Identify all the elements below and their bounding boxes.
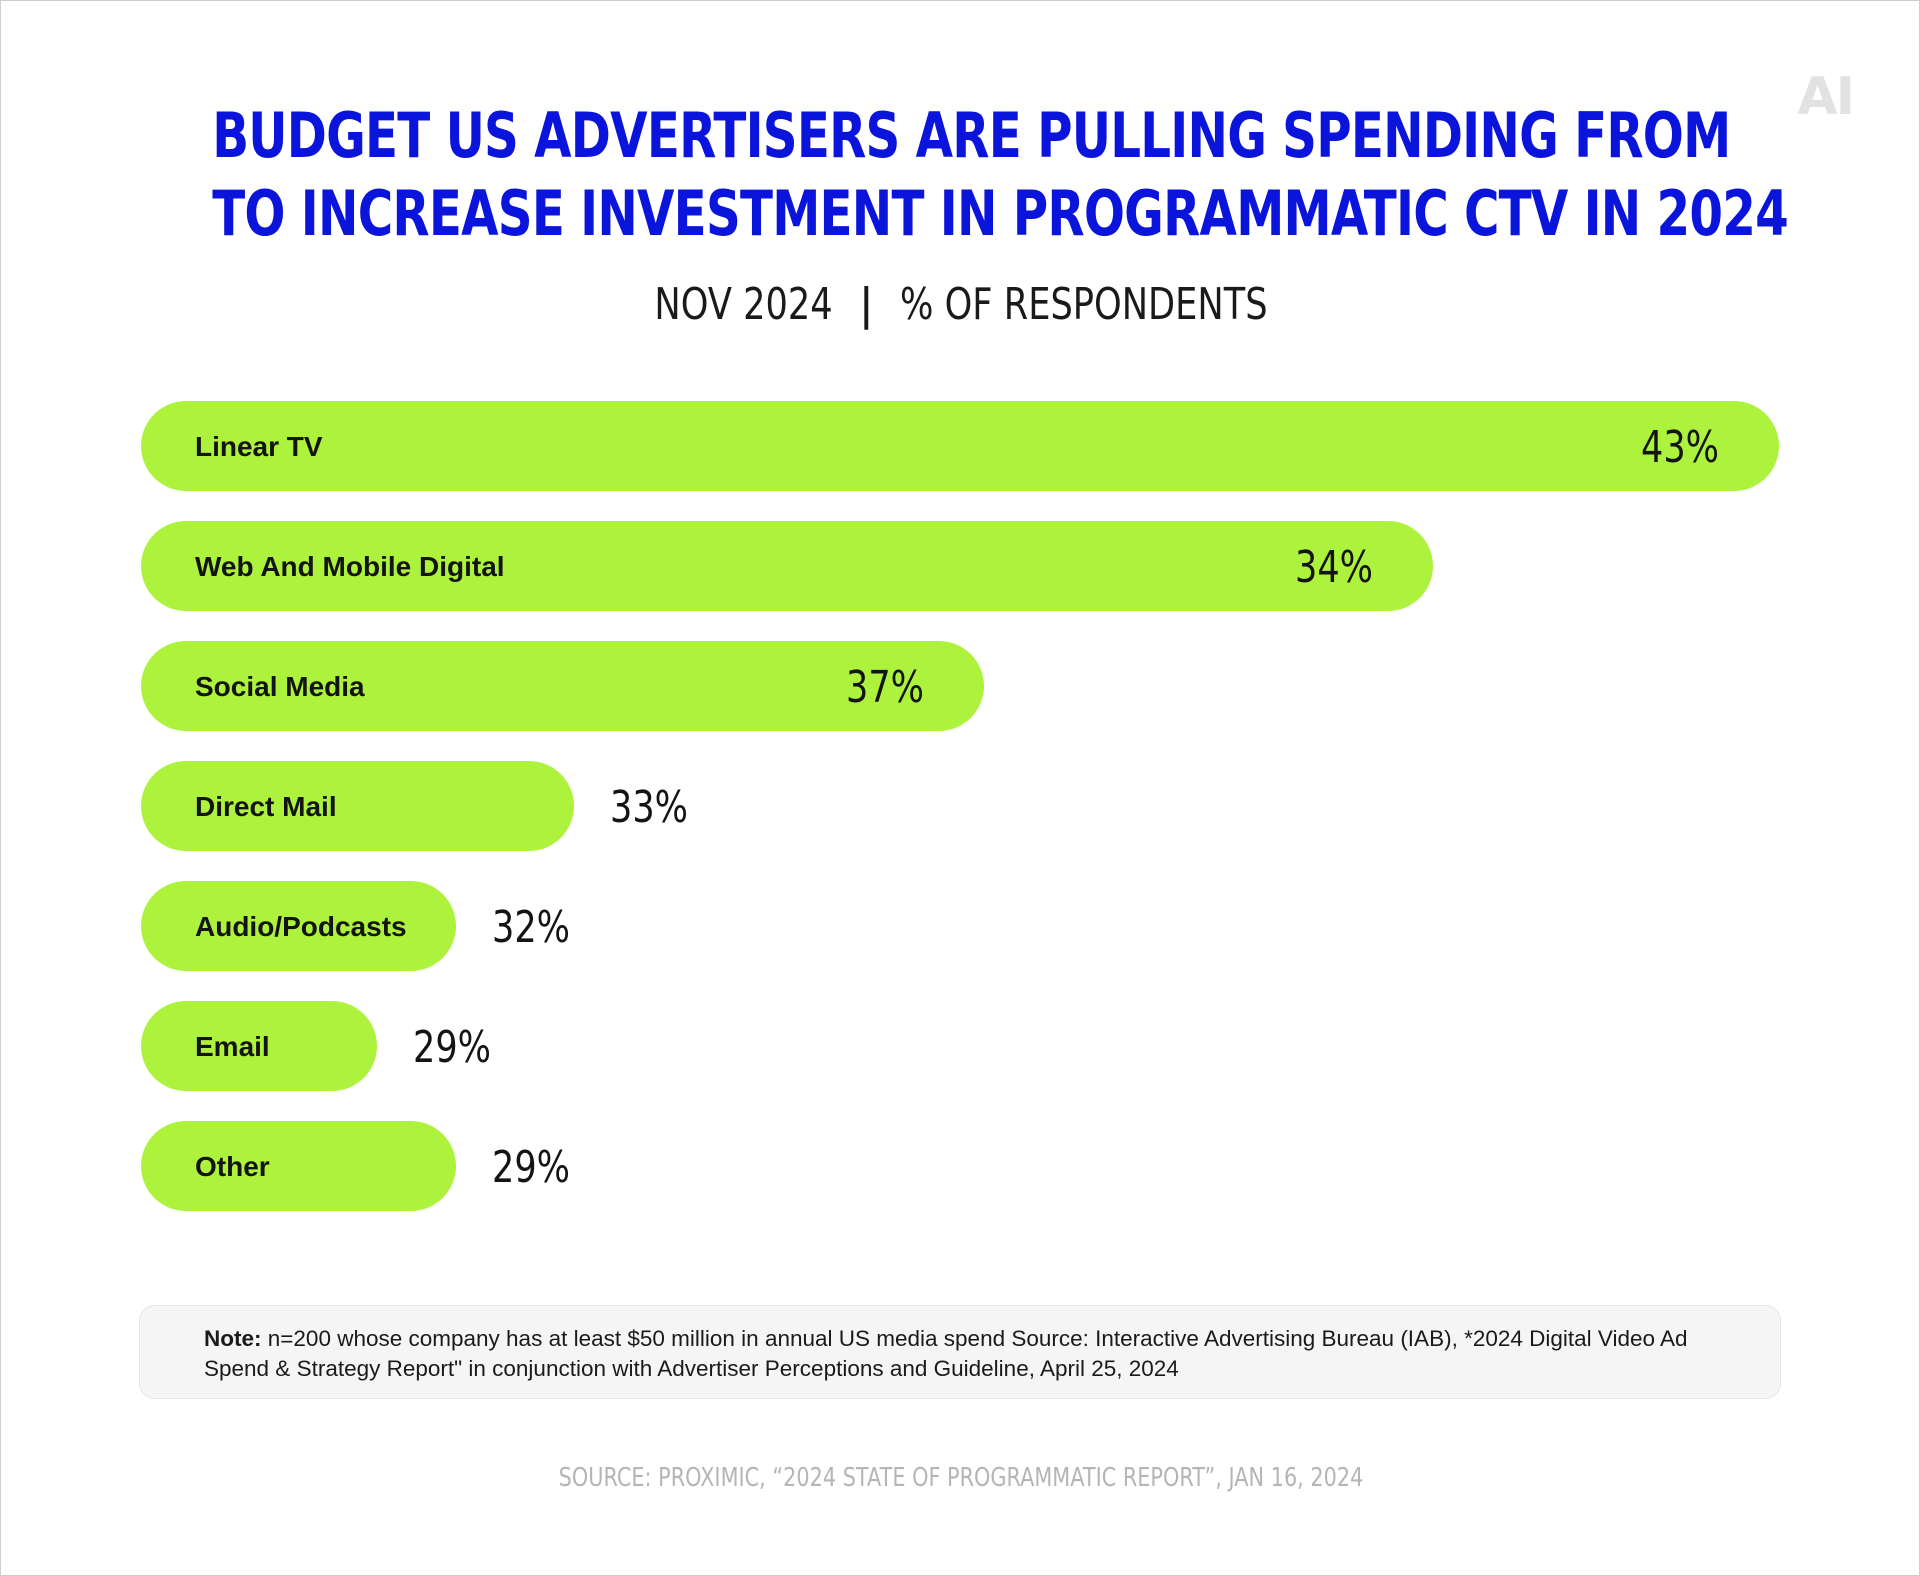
bar-value-label: 43% [1641, 422, 1719, 473]
bar [141, 1001, 377, 1091]
bar-category-label: Web And Mobile Digital [195, 551, 505, 582]
bar-group: Web And Mobile Digital 34% [141, 521, 1433, 611]
bar-value-label: 34% [1295, 542, 1373, 593]
bar-value-label: 37% [846, 662, 924, 713]
bar-value-label: 33% [610, 782, 688, 833]
bar-category-label: Email [195, 1031, 270, 1062]
bar-value-label: 29% [492, 1142, 570, 1193]
bar-category-label: Social Media [195, 671, 365, 702]
bar [141, 761, 574, 851]
bar-category-label: Linear TV [195, 431, 323, 462]
bar-category-label: Audio/Podcasts [195, 911, 407, 942]
bar-category-label: Direct Mail [195, 791, 337, 822]
subtitle-date: NOV 2024 [654, 279, 833, 330]
note-box: Note: n=200 whose company has at least $… [139, 1305, 1781, 1399]
bar [141, 641, 984, 731]
note-label: Note: [204, 1326, 262, 1351]
chart-title-line-2: TO INCREASE INVESTMENT IN PROGRAMMATIC C… [212, 177, 1789, 250]
bar-group: Audio/Podcasts 32% [141, 881, 570, 971]
note-text: n=200 whose company has at least $50 mil… [204, 1326, 1688, 1381]
bar [141, 401, 1779, 491]
chart-title-line-1: BUDGET US ADVERTISERS ARE PULLING SPENDI… [212, 99, 1731, 172]
bar [141, 1121, 456, 1211]
bar [141, 881, 456, 971]
bar-category-label: Other [195, 1151, 270, 1182]
brand-logo: AI [1797, 67, 1855, 127]
bar-group: Linear TV 43% [141, 401, 1779, 491]
bar [141, 521, 1433, 611]
bar-group: Other 29% [141, 1121, 570, 1211]
source-line: SOURCE: PROXIMIC, “2024 STATE OF PROGRAM… [558, 1463, 1364, 1493]
bar-group: Email 29% [141, 1001, 491, 1091]
subtitle-metric: % OF RESPONDENTS [899, 279, 1268, 330]
bar-group: Direct Mail 33% [141, 761, 688, 851]
chart-title: BUDGET US ADVERTISERS ARE PULLING SPENDI… [212, 97, 1789, 253]
bar-chart: Linear TV 43% Web And Mobile Digital 34% Soc… [141, 401, 1779, 1211]
subtitle-separator: | [859, 279, 873, 330]
bar-value-label: 29% [413, 1022, 491, 1073]
chart-subtitle: NOV 2024 | % OF RESPONDENTS [193, 279, 1729, 330]
bar-value-label: 32% [492, 902, 570, 953]
bar-group: Social Media 37% [141, 641, 984, 731]
